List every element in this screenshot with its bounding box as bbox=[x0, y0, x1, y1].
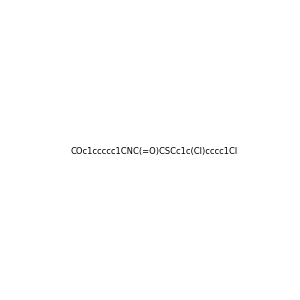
Text: COc1ccccc1CNC(=O)CSCc1c(Cl)cccc1Cl: COc1ccccc1CNC(=O)CSCc1c(Cl)cccc1Cl bbox=[70, 147, 237, 156]
